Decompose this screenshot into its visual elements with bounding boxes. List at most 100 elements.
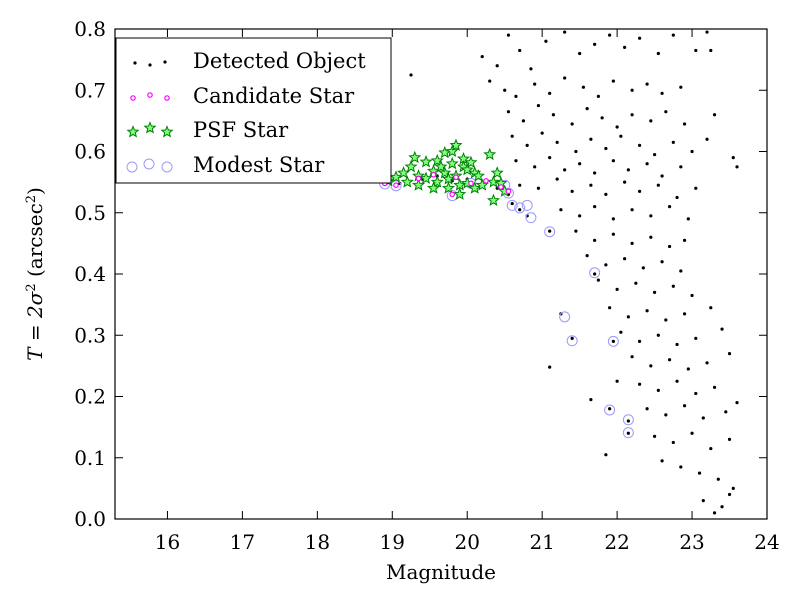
detected-object-point [611, 339, 615, 343]
detected-object-point [679, 165, 683, 169]
detected-object-point [604, 263, 608, 267]
psf-star-point [419, 171, 433, 184]
modest-star-point [514, 202, 526, 214]
psf-star-point [441, 172, 456, 185]
detected-object-point [581, 85, 585, 89]
detected-object-point [480, 54, 484, 59]
detected-object-point [578, 162, 582, 166]
psf-star-point [486, 175, 500, 188]
detected-object-point [645, 309, 649, 313]
detected-object-point [570, 336, 574, 340]
candidate-star-point [498, 184, 504, 190]
candidate-star-point [430, 171, 437, 178]
detected-object-point [720, 327, 724, 331]
psf-star-point [445, 144, 459, 158]
detected-object-point [656, 333, 660, 337]
detected-object-point [510, 134, 514, 138]
psf-star-point [445, 156, 459, 170]
psf-star-point [456, 151, 470, 165]
candidate-star-point [415, 175, 422, 182]
detected-object-point [664, 110, 668, 114]
detected-object-point [709, 306, 713, 310]
candidate-star-point [468, 180, 474, 187]
detected-object-point [630, 88, 634, 92]
detected-object-point [488, 79, 492, 83]
detected-object-point [682, 404, 687, 408]
detected-object-point [604, 146, 608, 151]
detected-object-point [623, 180, 627, 184]
detected-object-point [656, 183, 660, 187]
detected-object-point [585, 254, 589, 258]
psf-star-point [389, 170, 403, 183]
detected-object-point [630, 355, 634, 359]
detected-object-point [585, 107, 589, 111]
detected-object-point [656, 51, 660, 56]
detected-object-point [697, 471, 702, 475]
detected-object-point [409, 73, 413, 77]
detected-object-point [682, 312, 687, 316]
detected-object-point [529, 67, 533, 71]
detected-object-point [548, 365, 552, 369]
modest-star-point [607, 335, 619, 347]
y-tick-label: 0.3 [74, 323, 106, 347]
detected-object-point [667, 358, 672, 362]
psf-star-point [400, 175, 414, 188]
legend-marker-modest-star [126, 158, 173, 173]
psf-star-point [464, 155, 478, 169]
legend-marker-psf-star [126, 121, 174, 138]
x-tick-label: 22 [604, 530, 629, 554]
detected-object-point [705, 137, 709, 141]
candidate-star-point [483, 178, 489, 184]
detected-object-point [555, 140, 559, 144]
detected-object-point [649, 364, 653, 368]
detected-object-point [506, 33, 511, 37]
detected-object-point [660, 459, 664, 463]
detected-object-point [679, 85, 683, 89]
detected-object-point [593, 238, 597, 242]
x-tick-label: 18 [305, 530, 330, 554]
modest-star-point [521, 199, 533, 211]
detected-object-point [686, 367, 690, 371]
psf-star-point [408, 150, 422, 164]
detected-object-point [608, 306, 612, 310]
detected-object-point [652, 152, 657, 157]
detected-object-point [615, 379, 619, 383]
modest-star-point [544, 226, 556, 238]
detected-object-point [540, 131, 544, 135]
detected-object-point [675, 379, 679, 383]
detected-object-point [548, 229, 552, 233]
x-tick-label: 17 [230, 530, 255, 554]
detected-object-point [630, 113, 634, 117]
y-tick-label: 0.2 [74, 385, 106, 409]
psf-star-point [460, 163, 474, 176]
detected-object-point [589, 137, 593, 141]
detected-object-point [563, 76, 567, 80]
y-tick-label: 0.0 [74, 507, 106, 531]
detected-object-point [686, 217, 690, 221]
detected-object-point [589, 183, 593, 187]
detected-object-point [690, 293, 694, 298]
detected-object-point [626, 431, 630, 435]
detected-object-point [660, 174, 664, 178]
legend-label-psf-star: PSF Star [193, 118, 289, 142]
detected-object-point [608, 33, 612, 37]
detected-object-point [690, 149, 694, 154]
detected-object-point [593, 42, 597, 46]
detected-object-point [608, 407, 612, 411]
detected-object-point [637, 339, 642, 343]
detected-object-point [652, 434, 657, 438]
detected-object-point [727, 352, 732, 356]
modest-star-point [622, 427, 634, 439]
psf-star-point [468, 181, 482, 194]
psf-star-point [426, 181, 441, 194]
detected-object-point [596, 94, 600, 98]
detected-object-point [574, 149, 578, 154]
detected-object-point [604, 453, 608, 457]
detected-object-point [533, 165, 537, 169]
detected-object-point [623, 45, 627, 49]
detected-object-point [623, 257, 627, 261]
detected-object-point [671, 284, 675, 288]
psf-star-point [449, 138, 463, 151]
detected-object-point [649, 119, 653, 123]
